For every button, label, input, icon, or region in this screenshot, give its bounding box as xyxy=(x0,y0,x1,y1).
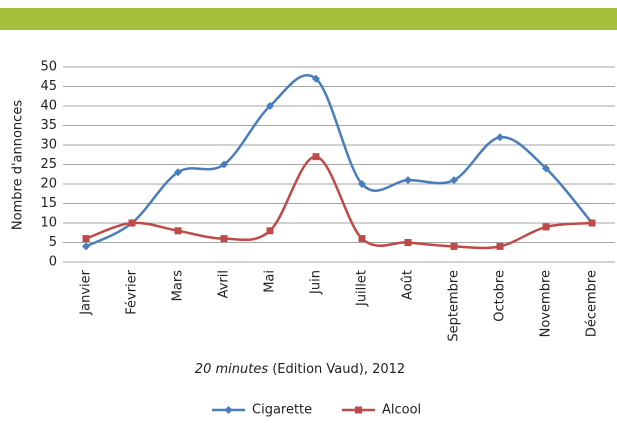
y-tick-label: 45 xyxy=(40,79,57,94)
source-italic: 20 minutes xyxy=(195,362,269,377)
x-tick-label: Mai xyxy=(263,270,278,293)
point xyxy=(496,133,504,142)
point xyxy=(220,160,228,169)
point xyxy=(174,227,182,235)
point xyxy=(404,239,412,246)
x-tick-label: Septembre xyxy=(447,270,462,342)
source: 20 minutes (Edition Vaud), 2012 xyxy=(195,362,405,377)
point xyxy=(312,153,320,161)
point xyxy=(588,219,596,227)
y-tick-label: 20 xyxy=(40,177,57,192)
point xyxy=(358,235,366,243)
legend-label: Alcool xyxy=(382,403,421,418)
point xyxy=(312,74,320,83)
x-tick-label: Janvier xyxy=(79,269,94,315)
x-tick-label: Juillet xyxy=(355,270,370,307)
point xyxy=(542,164,550,173)
series-line xyxy=(85,74,593,248)
y-tick-label: 30 xyxy=(40,138,57,153)
x-tick-label: Février xyxy=(125,269,140,314)
point xyxy=(82,242,90,251)
point xyxy=(266,102,274,110)
y-tick-label: 10 xyxy=(40,216,57,231)
y-tick-label: 35 xyxy=(40,118,57,133)
y-tick-label: 25 xyxy=(40,157,57,172)
x-tick-label: Mars xyxy=(171,270,186,302)
point xyxy=(224,406,233,414)
x-tick-label: Novembre xyxy=(539,270,554,337)
y-tick-label: 40 xyxy=(40,99,57,114)
x-tick-label: Juin xyxy=(309,270,324,295)
point xyxy=(128,219,136,227)
point xyxy=(220,235,228,243)
point xyxy=(174,168,182,177)
point xyxy=(542,223,550,231)
x-tick-label: Décembre xyxy=(585,270,600,337)
point xyxy=(355,406,362,414)
y-tick-label: 50 xyxy=(40,60,57,75)
y-axis-label: Nombre d'annonces xyxy=(11,100,26,230)
point xyxy=(496,242,504,250)
point xyxy=(450,242,458,250)
point xyxy=(358,180,366,188)
point xyxy=(82,235,90,243)
y-tick-label: 15 xyxy=(40,196,57,211)
x-tick-label: Avril xyxy=(217,270,232,298)
legend-label: Cigarette xyxy=(252,403,312,418)
point xyxy=(404,176,412,185)
source-rest: (Edition Vaud), 2012 xyxy=(272,362,405,377)
x-tick-label: Août xyxy=(401,270,416,300)
header-band xyxy=(0,8,617,30)
y-tick-label: 0 xyxy=(49,255,57,270)
y-tick-label: 5 xyxy=(49,235,57,250)
point xyxy=(450,176,458,185)
series-line xyxy=(85,155,593,250)
x-tick-label: Octobre xyxy=(493,270,508,322)
point xyxy=(266,227,274,235)
